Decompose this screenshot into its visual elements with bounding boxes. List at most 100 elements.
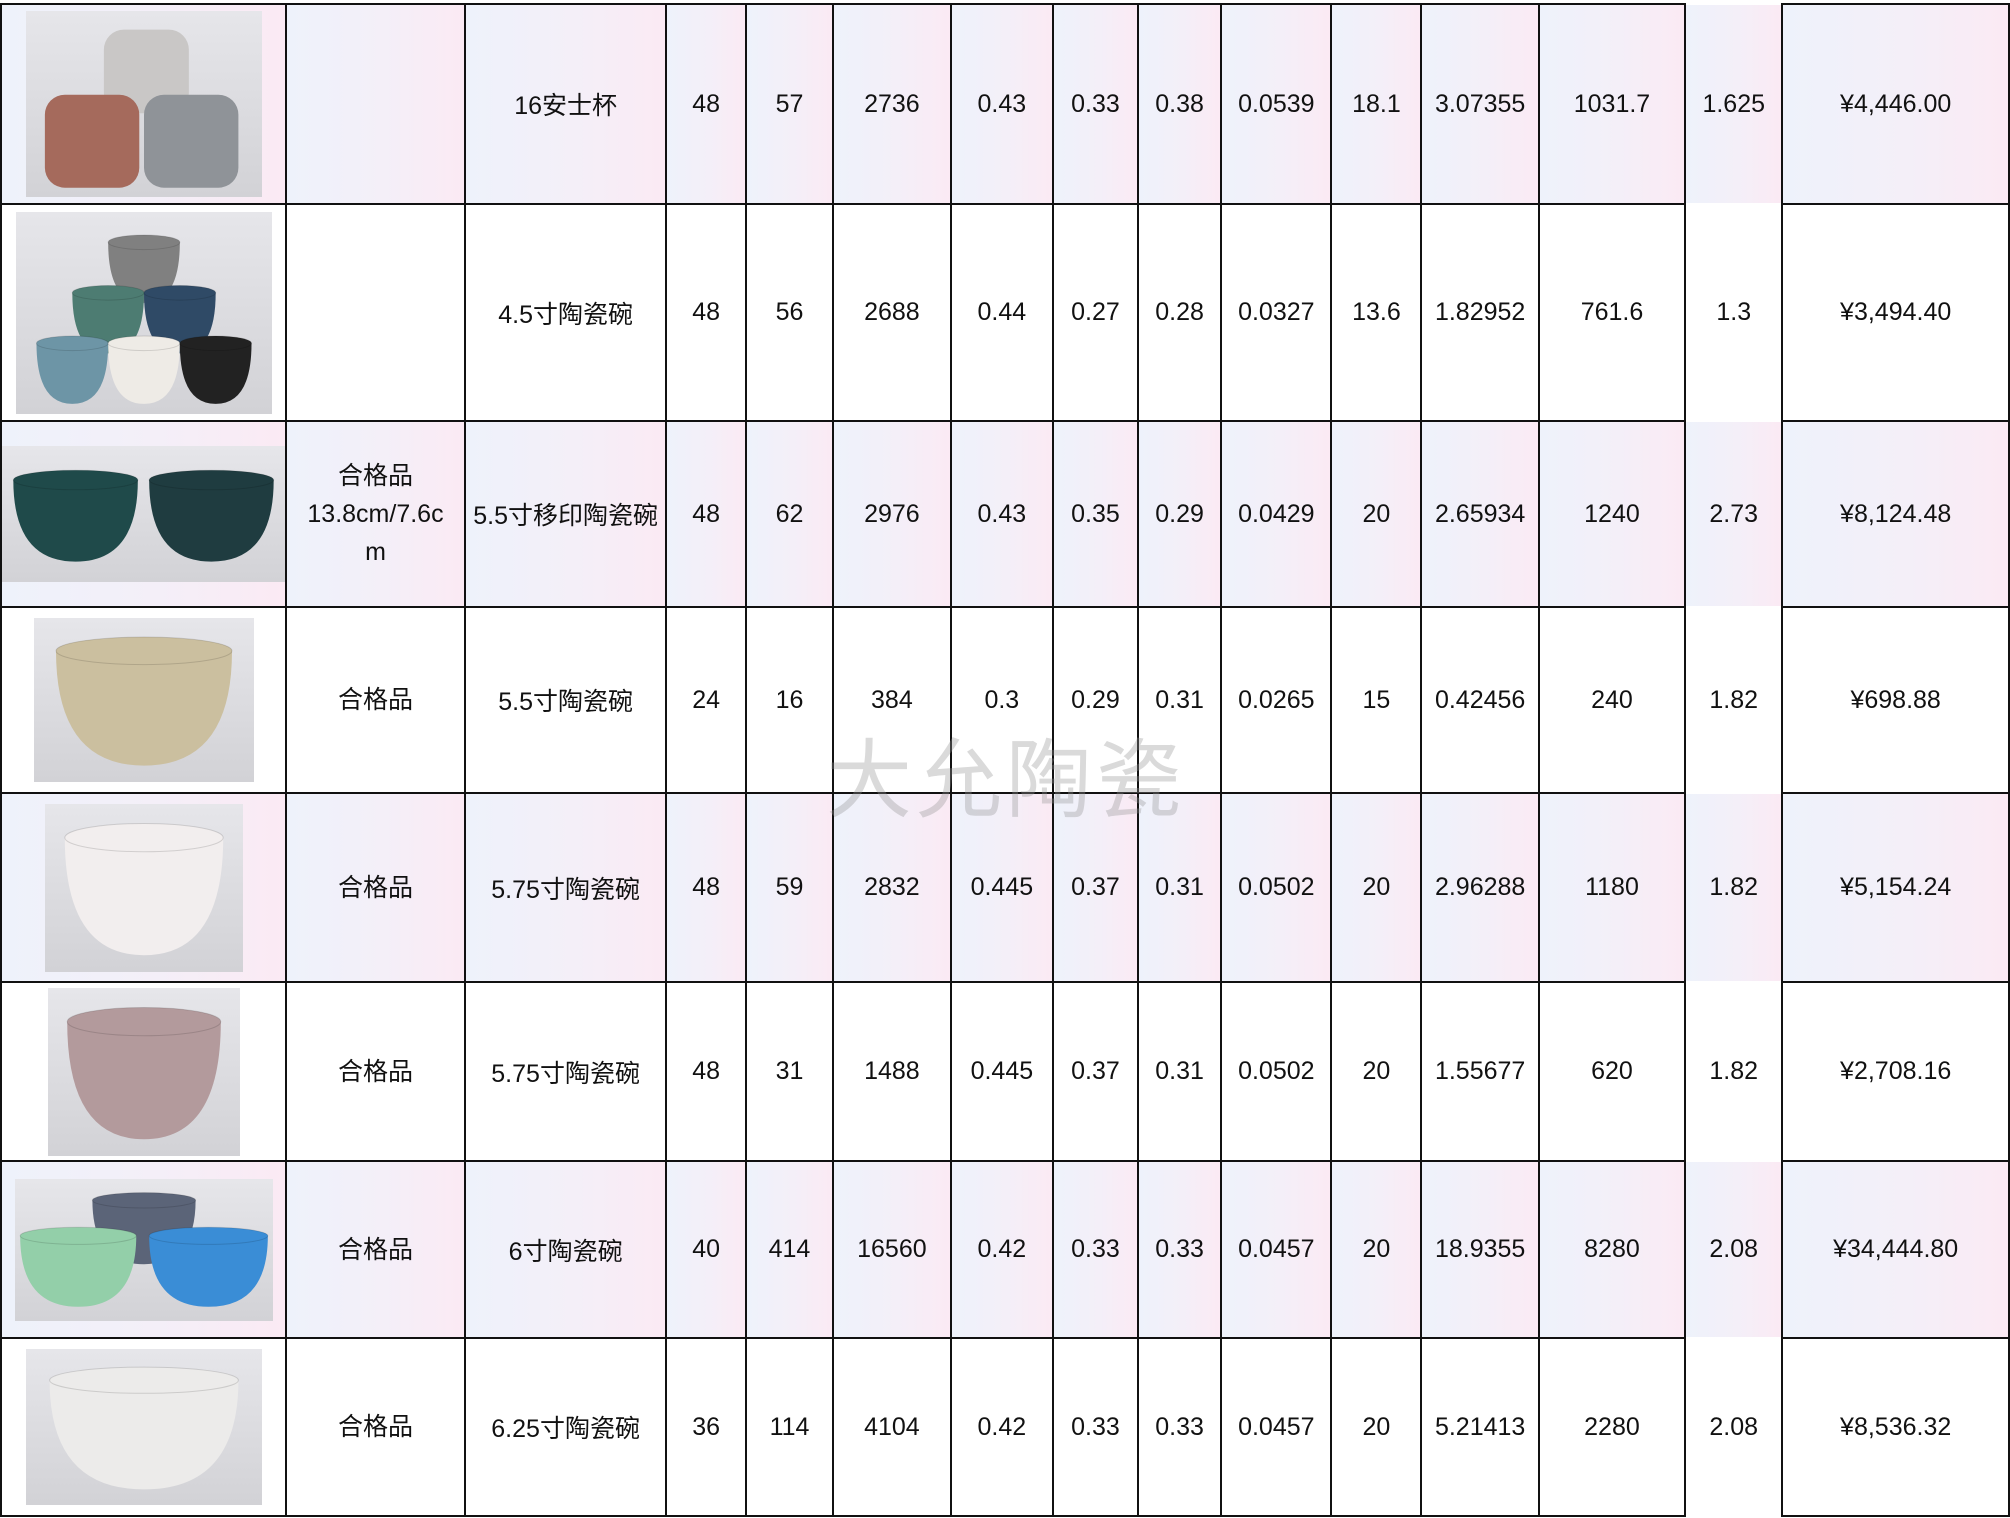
product-photo-cell xyxy=(0,606,287,794)
value-cell-6: 0.31 xyxy=(1137,606,1223,794)
product-photo-cell xyxy=(0,3,287,205)
value-cell-10: 2280 xyxy=(1537,1337,1687,1517)
product-photo-cell xyxy=(0,1160,287,1339)
value-cell-4: 0.43 xyxy=(949,420,1054,608)
value-cell-2: 31 xyxy=(745,981,834,1162)
grade-cell: 合格品 xyxy=(285,792,466,983)
value-cell-10: 1180 xyxy=(1537,792,1687,983)
value-cell-8: 20 xyxy=(1330,792,1423,983)
grade-text: 合格品 xyxy=(337,1235,413,1264)
value-cell-11: 1.82 xyxy=(1684,793,1784,982)
size-text-cont: m xyxy=(365,538,386,566)
price-cell: ¥698.88 xyxy=(1781,606,2010,794)
price-cell: ¥8,124.48 xyxy=(1781,420,2010,608)
table-row: 合格品 5.75寸陶瓷碗 48 31 1488 0.445 0.37 0.31 0.0502 20… xyxy=(0,981,2010,1162)
value-cell-5: 0.37 xyxy=(1051,981,1140,1162)
value-cell-9: 3.07355 xyxy=(1420,3,1540,205)
grade-cell xyxy=(285,3,466,205)
value-cell-8: 18.1 xyxy=(1330,3,1423,205)
grade-cell: 合格品 xyxy=(285,981,466,1162)
value-cell-11: 2.08 xyxy=(1684,1161,1784,1338)
product-name: 4.5寸陶瓷碗 xyxy=(463,203,668,422)
value-cell-7: 0.0502 xyxy=(1220,792,1333,983)
value-cell-5: 0.35 xyxy=(1051,420,1140,608)
grade-cell: 合格品 xyxy=(285,1337,466,1517)
price-cell: ¥34,444.80 xyxy=(1781,1160,2010,1339)
product-photo-cell xyxy=(0,420,287,608)
value-cell-8: 20 xyxy=(1330,981,1423,1162)
value-cell-2: 114 xyxy=(745,1337,834,1517)
value-cell-4: 0.42 xyxy=(949,1337,1054,1517)
value-cell-5: 0.33 xyxy=(1051,1337,1140,1517)
value-cell-8: 15 xyxy=(1330,606,1423,794)
price-cell: ¥2,708.16 xyxy=(1781,981,2010,1162)
table-row: 4.5寸陶瓷碗 48 56 2688 0.44 0.27 0.28 0.0327 13.6 1.8… xyxy=(0,203,2010,422)
value-cell-1: 48 xyxy=(665,3,748,205)
value-cell-3: 16560 xyxy=(831,1160,952,1339)
product-name: 6寸陶瓷碗 xyxy=(463,1160,668,1339)
value-cell-5: 0.37 xyxy=(1051,792,1140,983)
value-cell-4: 0.42 xyxy=(949,1160,1054,1339)
value-cell-10: 8280 xyxy=(1537,1160,1687,1339)
grade-cell: 合格品 xyxy=(285,606,466,794)
value-cell-1: 48 xyxy=(665,792,748,983)
value-cell-9: 5.21413 xyxy=(1420,1337,1540,1517)
value-cell-11: 1.3 xyxy=(1684,204,1784,421)
value-cell-4: 0.445 xyxy=(949,981,1054,1162)
grade-text: 合格品 xyxy=(337,873,413,902)
product-name: 6.25寸陶瓷碗 xyxy=(463,1337,668,1517)
value-cell-3: 2736 xyxy=(831,3,952,205)
value-cell-8: 20 xyxy=(1330,420,1423,608)
grade-cell: 合格品 xyxy=(285,1160,466,1339)
value-cell-9: 1.82952 xyxy=(1420,203,1540,422)
value-cell-7: 0.0539 xyxy=(1220,3,1333,205)
value-cell-3: 2688 xyxy=(831,203,952,422)
product-name: 5.5寸陶瓷碗 xyxy=(463,606,668,794)
value-cell-6: 0.31 xyxy=(1137,981,1223,1162)
bowl-pyramid-icon xyxy=(15,211,272,414)
value-cell-7: 0.0429 xyxy=(1220,420,1333,608)
grade-text: 合格品 xyxy=(337,462,413,490)
product-table: 16安士杯 48 57 2736 0.43 0.33 0.38 0.0539 18.1 3.073… xyxy=(0,3,2010,1517)
product-name: 5.75寸陶瓷碗 xyxy=(463,792,668,983)
white-speckled-bowl-icon xyxy=(25,1349,262,1505)
value-cell-11: 1.82 xyxy=(1684,607,1784,793)
table-row: 合格品 6寸陶瓷碗 40 414 16560 0.42 0.33 0.33 0.0457 20 18… xyxy=(0,1160,2010,1339)
bowl-trio-icon xyxy=(14,1178,273,1321)
value-cell-9: 2.96288 xyxy=(1420,792,1540,983)
value-cell-5: 0.27 xyxy=(1051,203,1140,422)
pink-speckled-bowl-icon xyxy=(47,987,240,1156)
value-cell-7: 0.0327 xyxy=(1220,203,1333,422)
product-photo-cell xyxy=(0,1337,287,1517)
value-cell-6: 0.28 xyxy=(1137,203,1223,422)
table-row: 16安士杯 48 57 2736 0.43 0.33 0.38 0.0539 18.1 3.073… xyxy=(0,3,2010,205)
value-cell-10: 620 xyxy=(1537,981,1687,1162)
value-cell-5: 0.33 xyxy=(1051,1160,1140,1339)
grade-text: 合格品 xyxy=(337,686,413,714)
price-cell: ¥4,446.00 xyxy=(1781,3,2010,205)
value-cell-10: 1031.7 xyxy=(1537,3,1687,205)
value-cell-9: 0.42456 xyxy=(1420,606,1540,794)
value-cell-11: 2.08 xyxy=(1684,1338,1784,1516)
value-cell-6: 0.31 xyxy=(1137,792,1223,983)
striped-bowl-icon xyxy=(44,803,243,972)
grade-cell: 合格品 13.8cm/7.6c m xyxy=(285,420,466,608)
value-cell-3: 2832 xyxy=(831,792,952,983)
product-name: 5.75寸陶瓷碗 xyxy=(463,981,668,1162)
value-cell-5: 0.29 xyxy=(1051,606,1140,794)
mug-set-icon xyxy=(25,11,262,197)
value-cell-9: 18.9355 xyxy=(1420,1160,1540,1339)
value-cell-3: 1488 xyxy=(831,981,952,1162)
value-cell-11: 1.625 xyxy=(1684,4,1784,204)
value-cell-8: 20 xyxy=(1330,1337,1423,1517)
value-cell-6: 0.38 xyxy=(1137,3,1223,205)
table-row: 合格品 5.5寸陶瓷碗 24 16 384 0.3 0.29 0.31 0.0265 15 0.42… xyxy=(0,606,2010,794)
value-cell-4: 0.3 xyxy=(949,606,1054,794)
price-cell: ¥5,154.24 xyxy=(1781,792,2010,983)
value-cell-2: 59 xyxy=(745,792,834,983)
grade-text: 合格品 xyxy=(337,1413,413,1441)
value-cell-1: 24 xyxy=(665,606,748,794)
value-cell-6: 0.33 xyxy=(1137,1337,1223,1517)
value-cell-8: 20 xyxy=(1330,1160,1423,1339)
value-cell-9: 1.55677 xyxy=(1420,981,1540,1162)
